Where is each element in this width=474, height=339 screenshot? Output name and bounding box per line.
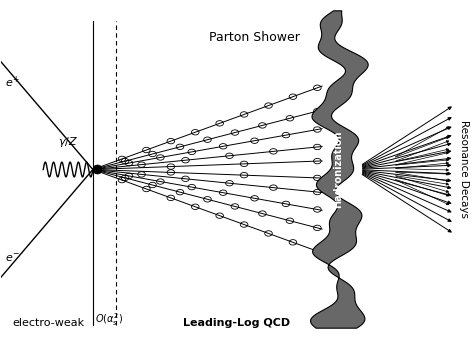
Text: Parton Shower: Parton Shower xyxy=(209,31,300,44)
Text: $e^{-}$: $e^{-}$ xyxy=(5,253,20,264)
Text: Hadronization: Hadronization xyxy=(334,131,344,208)
Text: electro-weak: electro-weak xyxy=(12,318,84,328)
Text: Resonance Decays: Resonance Decays xyxy=(458,120,469,219)
Text: Leading-Log QCD: Leading-Log QCD xyxy=(183,318,291,328)
Text: $O(\alpha_s^2)$: $O(\alpha_s^2)$ xyxy=(95,312,123,328)
Text: $\gamma/Z$: $\gamma/Z$ xyxy=(58,135,78,149)
Text: $e^{+}$: $e^{+}$ xyxy=(5,75,20,90)
Polygon shape xyxy=(310,11,368,328)
